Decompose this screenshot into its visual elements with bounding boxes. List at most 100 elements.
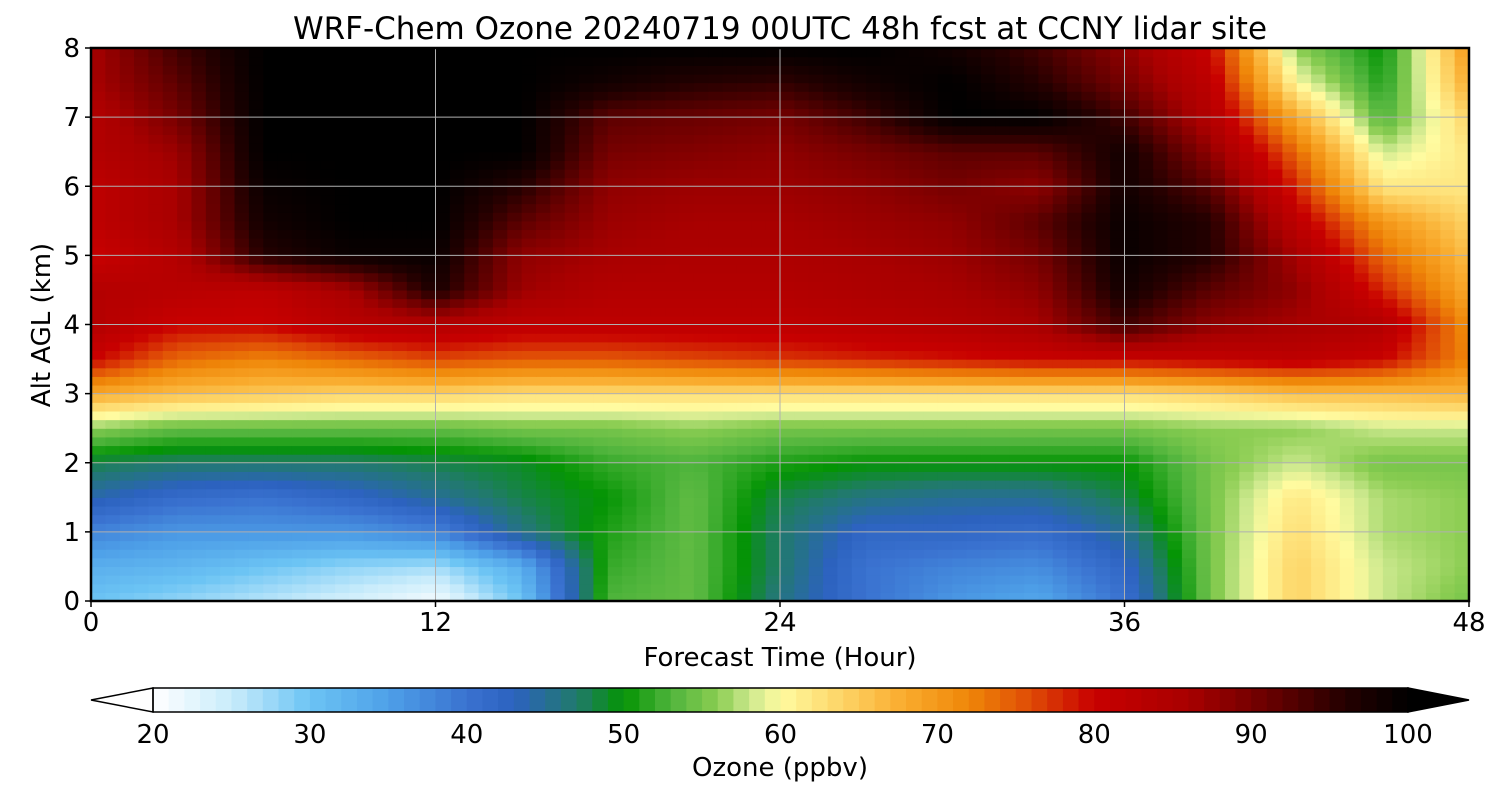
- heatmap-cell: [134, 289, 150, 300]
- heatmap-cell: [492, 402, 508, 412]
- heatmap-cell: [306, 194, 322, 205]
- heatmap-cell: [177, 531, 193, 542]
- heatmap-cell: [263, 333, 279, 343]
- heatmap-cell: [363, 505, 379, 516]
- heatmap-cell: [823, 428, 839, 438]
- heatmap-cell: [105, 557, 121, 568]
- heatmap-cell: [507, 592, 523, 602]
- heatmap-cell: [1268, 549, 1283, 559]
- heatmap-cell: [837, 497, 853, 507]
- heatmap-cell: [1397, 488, 1413, 498]
- heatmap-cell: [1153, 384, 1169, 395]
- heatmap-cell: [119, 402, 135, 412]
- heatmap-cell: [1038, 246, 1054, 256]
- heatmap-cell: [378, 151, 394, 161]
- heatmap-cell: [837, 186, 853, 196]
- heatmap-cell: [1425, 428, 1441, 438]
- heatmap-cell: [1282, 160, 1298, 170]
- heatmap-cell: [851, 307, 867, 317]
- heatmap-cell: [220, 480, 236, 490]
- heatmap-cell: [866, 531, 882, 542]
- heatmap-cell: [1196, 177, 1212, 187]
- heatmap-cell: [1181, 255, 1197, 265]
- heatmap-cell: [851, 281, 867, 291]
- heatmap-cell: [1153, 160, 1169, 170]
- heatmap-cell: [1081, 523, 1097, 533]
- heatmap-cell: [1325, 246, 1341, 256]
- heatmap-cell: [134, 402, 150, 412]
- heatmap-cell: [1052, 341, 1068, 352]
- heatmap-cell: [134, 575, 150, 585]
- heatmap-cell: [736, 333, 752, 343]
- heatmap-cell: [464, 436, 480, 447]
- heatmap-cell: [923, 531, 939, 542]
- heatmap-cell: [607, 281, 623, 291]
- heatmap-cell: [1081, 186, 1097, 196]
- heatmap-cell: [937, 402, 953, 412]
- heatmap-cell: [722, 168, 738, 179]
- heatmap-cell: [1009, 186, 1025, 196]
- heatmap-cell: [952, 281, 968, 291]
- heatmap-cell: [1253, 350, 1269, 360]
- heatmap-cell: [449, 315, 465, 326]
- heatmap-cell: [134, 186, 150, 196]
- heatmap-cell: [1067, 272, 1083, 282]
- heatmap-cell: [708, 194, 724, 205]
- heatmap-cell: [277, 307, 293, 317]
- heatmap-cell: [421, 238, 437, 248]
- heatmap-cell: [722, 549, 738, 559]
- heatmap-cell: [1110, 454, 1126, 464]
- heatmap-cell: [1224, 384, 1240, 395]
- heatmap-cell: [1382, 488, 1398, 498]
- heatmap-cell: [1339, 307, 1355, 317]
- heatmap-cell: [1210, 341, 1226, 352]
- heatmap-cell: [492, 289, 508, 300]
- heatmap-cell: [148, 531, 164, 542]
- heatmap-cell: [335, 168, 350, 179]
- heatmap-cell: [1210, 505, 1226, 516]
- heatmap-cell: [449, 488, 465, 498]
- heatmap-cell: [263, 471, 279, 481]
- heatmap-cell: [851, 462, 867, 472]
- heatmap-cell: [866, 592, 882, 602]
- heatmap-cell: [1325, 177, 1341, 187]
- heatmap-cell: [306, 324, 322, 334]
- heatmap-cell: [335, 255, 350, 265]
- heatmap-cell: [837, 488, 853, 498]
- heatmap-cell: [866, 229, 882, 239]
- heatmap-cell: [1440, 549, 1456, 559]
- heatmap-cell: [622, 540, 638, 550]
- heatmap-cell: [1138, 212, 1154, 222]
- heatmap-cell: [162, 315, 178, 326]
- heatmap-cell: [464, 592, 480, 602]
- heatmap-cell: [1167, 289, 1183, 300]
- heatmap-cell: [579, 402, 594, 412]
- heatmap-cell: [665, 333, 681, 343]
- heatmap-cell: [937, 454, 953, 464]
- heatmap-cell: [535, 428, 551, 438]
- heatmap-cell: [1296, 255, 1312, 265]
- heatmap-cell: [449, 151, 465, 161]
- heatmap-cell: [464, 298, 480, 308]
- heatmap-cell: [1268, 186, 1283, 196]
- heatmap-cell: [1382, 333, 1398, 343]
- heatmap-cell: [220, 324, 236, 334]
- heatmap-cell: [1038, 514, 1054, 524]
- heatmap-cell: [392, 583, 408, 593]
- heatmap-cell: [1311, 592, 1327, 602]
- heatmap-cell: [708, 298, 724, 308]
- heatmap-cell: [708, 497, 724, 507]
- heatmap-cell: [579, 514, 594, 524]
- heatmap-cell: [579, 540, 594, 550]
- heatmap-cell: [1110, 341, 1126, 352]
- heatmap-cell: [1052, 531, 1068, 542]
- heatmap-cell: [693, 454, 709, 464]
- heatmap-cell: [105, 523, 121, 533]
- heatmap-cell: [1268, 575, 1283, 585]
- heatmap-cell: [1382, 307, 1398, 317]
- heatmap-cell: [1224, 203, 1240, 213]
- heatmap-cell: [435, 177, 451, 187]
- heatmap-cell: [335, 341, 350, 352]
- heatmap-cell: [449, 212, 465, 222]
- heatmap-cell: [263, 238, 279, 248]
